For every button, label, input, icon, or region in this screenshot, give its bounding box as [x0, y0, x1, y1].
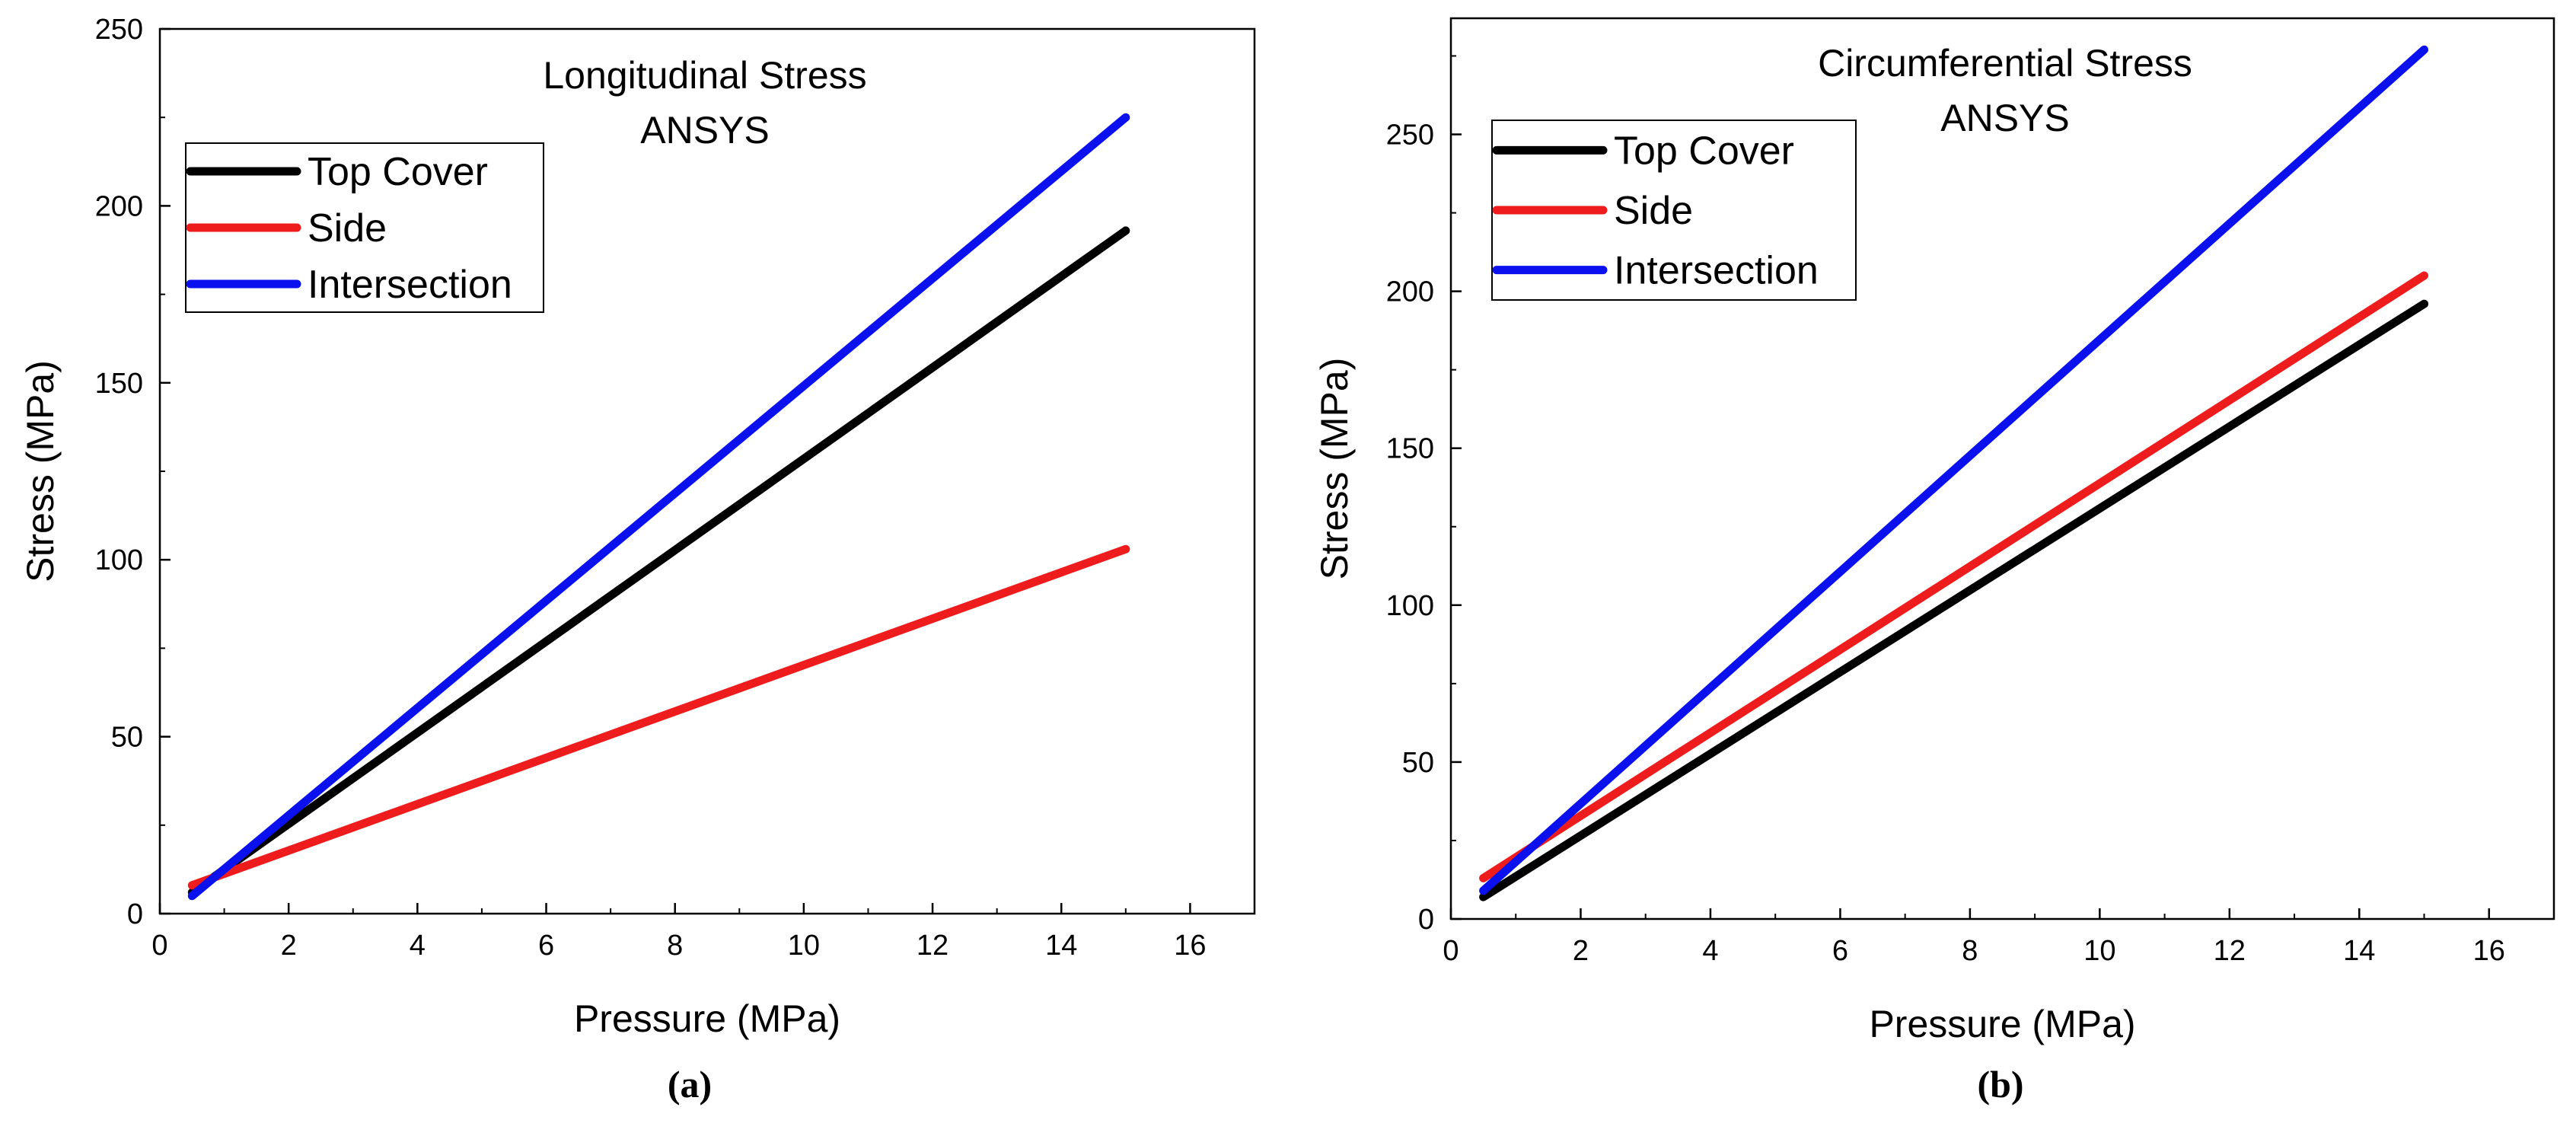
chart-b: 0 2 4 6 8 10 12 14 16 0 50 100 150 200 250 Pressure (MP…: [1313, 17, 2555, 1045]
y-tick-label-a: 200: [95, 190, 143, 222]
plot-frame-b: [1449, 17, 2555, 920]
x-tick-label-a: 14: [1045, 930, 1077, 962]
y-tick-label-b: 50: [1402, 747, 1434, 779]
x-tick-label-b: 6: [1832, 935, 1848, 967]
x-tick-label-a: 0: [151, 930, 167, 962]
series-line-b-0: [1479, 299, 2429, 901]
chart-subtitle-b: ANSYS: [1940, 97, 2070, 139]
legend-label-b-0: Top Cover: [1614, 129, 1794, 173]
y-tick-label-a: 150: [95, 368, 143, 400]
caption-b-wrap: (b): [1848, 1062, 2153, 1106]
y-tick-label-a: 250: [95, 14, 143, 46]
caption-a-wrap: (a): [537, 1062, 842, 1106]
x-tick-label-b: 2: [1573, 935, 1589, 967]
caption-a: (a): [667, 1063, 713, 1106]
x-tick-label-b: 16: [2473, 935, 2505, 967]
series-line-a-2: [187, 113, 1130, 901]
y-tick-label-b: 0: [1418, 904, 1434, 936]
x-tick-label-a: 16: [1174, 930, 1206, 962]
x-tick-label-a: 12: [917, 930, 948, 962]
x-tick-label-b: 0: [1443, 935, 1459, 967]
y-axis-label-a: Stress (MPa): [19, 360, 62, 582]
x-tick-label-b: 8: [1962, 935, 1978, 967]
series-line-b-2: [1479, 45, 2429, 895]
legend-label-a-2: Intersection: [308, 263, 512, 307]
chart-a: 0 2 4 6 8 10 12 14 16 0 50 100 150 200 250 Pressure (MP…: [19, 14, 1256, 1040]
legend-label-a-0: Top Cover: [308, 150, 488, 194]
x-tick-label-a: 2: [281, 930, 297, 962]
x-tick-label-a: 8: [667, 930, 683, 962]
x-tick-label-b: 12: [2214, 935, 2246, 967]
legend-label-b-1: Side: [1614, 189, 1693, 233]
x-tick-label-a: 6: [538, 930, 554, 962]
chart-subtitle-a: ANSYS: [640, 109, 770, 152]
caption-b: (b): [1977, 1063, 2024, 1106]
y-tick-label-b: 100: [1386, 590, 1434, 622]
x-tick-label-b: 14: [2343, 935, 2375, 967]
legend-label-a-1: Side: [308, 206, 387, 250]
series-line-a-0: [187, 226, 1130, 897]
x-tick-label-b: 10: [2083, 935, 2115, 967]
y-tick-label-b: 150: [1386, 433, 1434, 465]
y-tick-label-a: 50: [111, 722, 143, 754]
y-axis-label-b: Stress (MPa): [1313, 358, 1356, 580]
x-axis-label-b: Pressure (MPa): [1869, 1003, 2135, 1045]
legend-label-b-2: Intersection: [1614, 249, 1819, 293]
x-axis-label-a: Pressure (MPa): [574, 997, 840, 1040]
x-tick-label-a: 10: [788, 930, 820, 962]
y-tick-label-a: 100: [95, 544, 143, 576]
y-tick-label-b: 200: [1386, 276, 1434, 308]
series-line-a-1: [187, 544, 1130, 890]
y-tick-label-a: 0: [127, 898, 143, 930]
x-tick-label-b: 4: [1702, 935, 1718, 967]
chart-title-b: Circumferential Stress: [1818, 42, 2192, 85]
y-tick-label-b: 250: [1386, 120, 1434, 152]
x-tick-label-a: 4: [410, 930, 426, 962]
series-line-b-1: [1479, 271, 2429, 882]
chart-title-a: Longitudinal Stress: [543, 54, 866, 97]
